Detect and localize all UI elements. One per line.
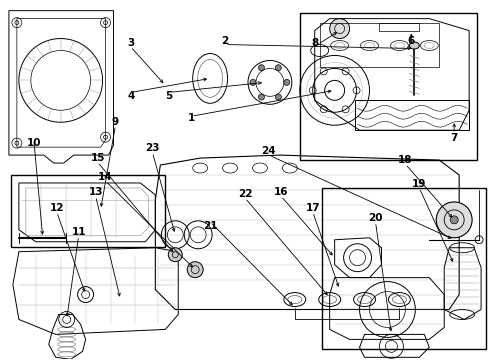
Bar [379, 23, 419, 31]
Circle shape [258, 65, 265, 71]
Text: 22: 22 [238, 189, 252, 199]
Ellipse shape [409, 42, 419, 49]
Text: 6: 6 [408, 36, 415, 46]
Circle shape [275, 65, 281, 71]
Text: 1: 1 [188, 113, 195, 123]
Text: 19: 19 [412, 179, 426, 189]
Text: 4: 4 [128, 91, 135, 101]
Text: 11: 11 [72, 227, 86, 237]
Text: 9: 9 [112, 117, 119, 127]
Circle shape [436, 202, 472, 238]
Text: 23: 23 [145, 143, 160, 153]
Text: 15: 15 [90, 153, 105, 163]
Text: 5: 5 [166, 91, 173, 101]
Text: 2: 2 [221, 36, 229, 46]
Circle shape [450, 216, 458, 224]
Text: 12: 12 [49, 203, 64, 213]
Text: 13: 13 [88, 187, 103, 197]
Text: 3: 3 [127, 37, 134, 48]
Bar [319, 23, 439, 67]
Text: 20: 20 [368, 213, 383, 223]
Bar [300, 13, 477, 160]
Circle shape [275, 94, 281, 100]
Circle shape [187, 262, 203, 278]
Bar [322, 188, 486, 349]
Circle shape [250, 80, 256, 85]
Circle shape [258, 94, 265, 100]
Bar [11, 175, 165, 247]
Text: 17: 17 [305, 203, 320, 213]
Text: 10: 10 [26, 138, 41, 148]
Text: 21: 21 [203, 221, 218, 231]
Text: 7: 7 [450, 133, 458, 143]
Text: 24: 24 [262, 146, 276, 156]
Text: 18: 18 [398, 155, 413, 165]
Circle shape [330, 19, 349, 39]
Circle shape [284, 80, 290, 85]
Text: 16: 16 [273, 187, 288, 197]
Text: 8: 8 [311, 37, 318, 48]
Circle shape [168, 248, 182, 262]
Text: 14: 14 [98, 172, 113, 182]
